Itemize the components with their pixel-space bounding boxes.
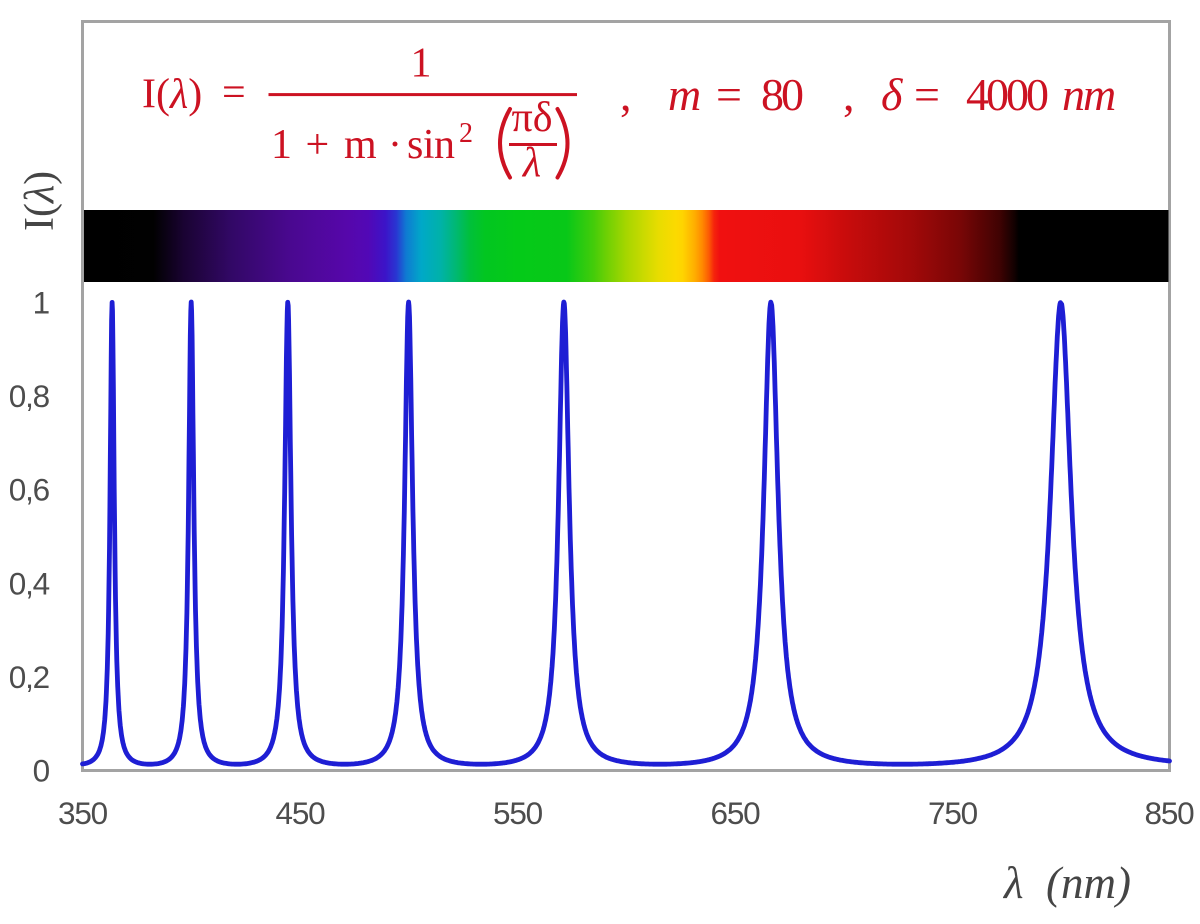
svg-text:,: ,: [843, 69, 855, 120]
svg-text:0,6: 0,6: [9, 472, 50, 508]
svg-text:750: 750: [928, 795, 978, 831]
svg-text:0: 0: [33, 753, 50, 789]
svg-text:1+m·sin: 1 + m · sin: [271, 122, 455, 168]
svg-text:850: 850: [1145, 795, 1195, 831]
svg-text:I(λ): I(λ): [142, 72, 202, 118]
svg-text:0,2: 0,2: [9, 659, 49, 695]
svg-text:80: 80: [761, 69, 803, 120]
svg-text:nm: nm: [1062, 69, 1115, 120]
svg-text:550: 550: [493, 795, 543, 831]
svg-text:λ: λ: [521, 140, 541, 186]
svg-text:m: m: [668, 69, 701, 120]
svg-text:λ (nm): λ (nm): [1002, 858, 1131, 908]
svg-text:=: =: [914, 69, 940, 120]
svg-text:=: =: [716, 69, 742, 120]
svg-text:=: =: [222, 70, 246, 116]
svg-text:0,4: 0,4: [9, 565, 50, 601]
svg-text:0,8: 0,8: [9, 378, 50, 414]
svg-text:,: ,: [620, 69, 632, 120]
svg-text:350: 350: [58, 795, 108, 831]
svg-text:2: 2: [459, 118, 473, 149]
svg-text:1: 1: [411, 41, 432, 87]
svg-text:δ: δ: [881, 69, 903, 120]
svg-text:1: 1: [33, 285, 49, 321]
svg-text:450: 450: [276, 795, 326, 831]
svg-text:πδ: πδ: [512, 95, 553, 141]
svg-text:I(λ): I(λ): [17, 171, 63, 231]
svg-text:4000: 4000: [966, 69, 1048, 120]
svg-text:650: 650: [711, 795, 761, 831]
